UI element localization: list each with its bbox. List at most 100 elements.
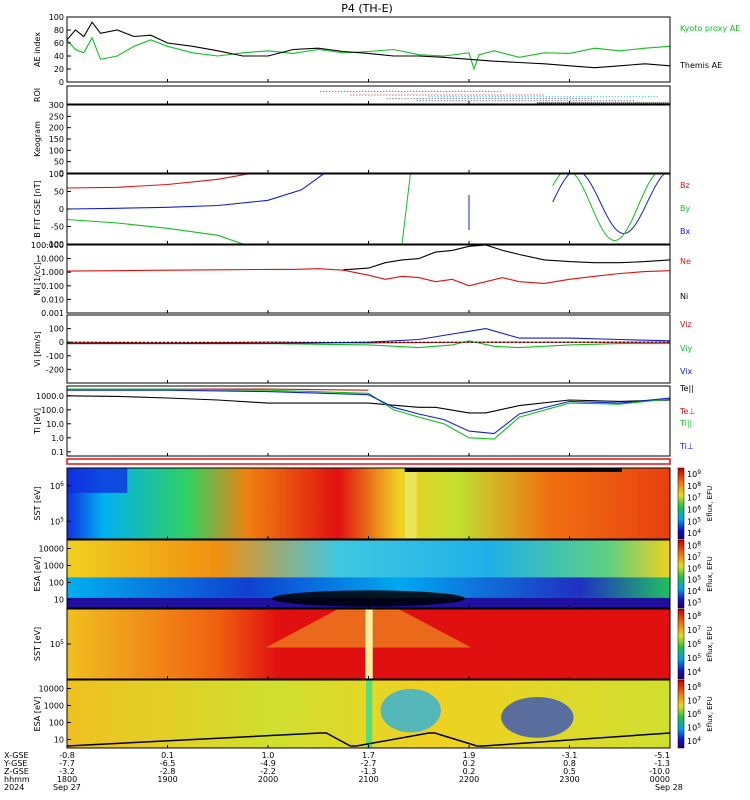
row-label-zgse: Z-GSE: [4, 767, 29, 776]
colorbar-label: Eflux, EFU: [706, 696, 714, 731]
density-ytick-label: 0.010: [41, 295, 64, 304]
ae-ytick-label: 20: [54, 65, 64, 74]
colorbar-tick-label: 107: [687, 625, 701, 635]
legend-themis-ae: Themis AE: [679, 61, 722, 70]
x-tick-zgse: -2.2: [260, 767, 276, 776]
velocity-ytick-label: 100: [49, 325, 64, 334]
colorbar-tick-label: 103: [687, 597, 701, 607]
colorbar-tick-label: 108: [687, 481, 701, 491]
series-line-bx-oscillation: [552, 174, 665, 235]
x-tick-xgse: 1.7: [362, 751, 375, 760]
legend-entry: Te⊥: [679, 407, 695, 416]
temperature-ytick-label: 0.1: [51, 448, 64, 457]
temperature-ytick-label: 100.0: [41, 406, 64, 415]
colorbar-tick-label: 107: [687, 695, 701, 705]
colorbar-tick-label: 108: [687, 611, 701, 621]
colorbar-tick-label: 106: [687, 639, 701, 649]
colorbar-tick-label: 106: [687, 563, 701, 573]
series-line-themis-ae: [67, 21, 670, 69]
temperature-ytick-label: 10.0: [46, 420, 64, 429]
ylabel-esa_elec: ESA [eV]: [33, 697, 42, 732]
legend-entry: Viz: [680, 320, 692, 329]
legend-entry: Ti||: [679, 419, 692, 428]
spectrogram-stripe: [366, 680, 373, 748]
series-line-by: [67, 218, 244, 244]
panel-frame-temperature: [66, 385, 671, 457]
x-tick-hhmm: 1800: [57, 775, 77, 784]
ylabel-bfield: B FIT GSE [nT]: [33, 180, 42, 238]
bfield-ytick-label: 50: [54, 188, 64, 197]
keogram-ytick-label: 50: [54, 158, 64, 167]
spectrogram-sst_ion: [67, 468, 670, 539]
colorbar-tick-label: 104: [687, 667, 701, 677]
series-line-viz: [67, 341, 670, 344]
keogram-ytick-label: 100: [49, 146, 64, 155]
row-label-xgse: X-GSE: [4, 751, 29, 760]
x-tick-ygse: -4.9: [260, 759, 276, 768]
colorbar-tick-label: 106: [687, 709, 701, 719]
panel-ae: 0 20 40 60 80 100 AE index: [33, 13, 671, 87]
x-tick-zgse: 0.2: [463, 767, 476, 776]
ae-ytick-label: 40: [54, 52, 64, 61]
velocity-ytick-label: -200: [46, 365, 64, 374]
colorbar-tick-label: 108: [687, 682, 701, 692]
panel-frame-bfield: [66, 173, 671, 245]
x-tick-ygse: -2.7: [361, 759, 377, 768]
ytick-label: 10000: [39, 545, 64, 554]
colorbar-tick-label: 105: [687, 723, 701, 733]
ylabel-velocity: Vi [km/s]: [33, 331, 42, 367]
x-axis-row-labels: X-GSE Y-GSE Z-GSE hhmm 2024 Sep 27 Sep 2…: [3, 751, 683, 792]
spectrogram-band-mid: [67, 577, 670, 598]
colorbar-label: Eflux, EFU: [706, 556, 714, 591]
series-line-bz: [67, 174, 248, 189]
velocity-ytick-label: -100: [46, 352, 64, 361]
legend-entry: Ne: [680, 257, 691, 266]
temperature-ytick-label: 1.0: [51, 434, 64, 443]
x-tick-xgse: 1.9: [463, 751, 476, 760]
legend-entry: By: [680, 204, 690, 213]
spectrogram-stripe: [365, 609, 373, 679]
x-tick-hhmm: 2200: [459, 775, 479, 784]
row-label-ygse: Y-GSE: [3, 759, 27, 768]
x-tick-xgse: 0.1: [161, 751, 174, 760]
colorbar-tick-label: 105: [687, 516, 701, 526]
colorbar-tick-label: 107: [687, 552, 701, 562]
series-line-viy: [67, 340, 670, 349]
ylabel-esa_ion: ESA [eV]: [33, 557, 42, 592]
x-tick-zgse: -3.2: [59, 767, 75, 776]
series-line-ne: [67, 268, 670, 287]
density-ytick-label: 1.000: [41, 268, 64, 277]
figure-title: P4 (TH-E): [341, 2, 393, 15]
series-line-by-oscillation: [401, 174, 411, 244]
ae-ytick-label: 0: [59, 78, 64, 87]
spectrogram-blob: [501, 697, 574, 738]
x-tick-labels: -0.8-7.7-3.218000.1-6.5-2.819001.0-4.9-2…: [57, 751, 670, 784]
legend-entry: Vix: [680, 367, 693, 376]
ytick-label: 1000: [44, 702, 64, 711]
x-tick-ygse: -7.7: [59, 759, 75, 768]
panel-sst_elec: 104 105 106 107 108 Eflux, EFU 105 SST [eV]: [33, 608, 714, 680]
legend-entry: Ni: [680, 292, 688, 301]
x-tick-zgse: -2.8: [160, 767, 176, 776]
ytick-label: 100: [49, 579, 64, 588]
ae-ytick-label: 80: [54, 26, 64, 35]
x-tick-xgse: -3.1: [562, 751, 578, 760]
keogram-ytick-label: 200: [49, 124, 64, 133]
x-tick-hhmm: 2000: [258, 775, 278, 784]
ylabel-temperature: Ti [eV]: [33, 408, 42, 435]
ylabel-density: Ni [1/cc]: [33, 262, 42, 296]
x-tick-xgse: 1.0: [262, 751, 275, 760]
keogram-ytick-label: 250: [49, 112, 64, 121]
row-label-hhmm: hhmm: [4, 775, 30, 784]
spectrogram-stripe: [404, 468, 417, 539]
panel-temperature: 0.1 1.0 10.0 100.0 1000.0 Ti [eV]: [33, 385, 671, 457]
keogram-ytick-label: 300: [49, 101, 64, 110]
x-tick-zgse: -10.0: [649, 767, 670, 776]
spectrogram-void: [272, 590, 465, 607]
bfield-ytick-label: 100: [49, 170, 64, 179]
x-tick-xgse: -5.1: [654, 751, 670, 760]
colorbar: [677, 539, 685, 609]
panel-frame-keogram: [66, 104, 671, 174]
